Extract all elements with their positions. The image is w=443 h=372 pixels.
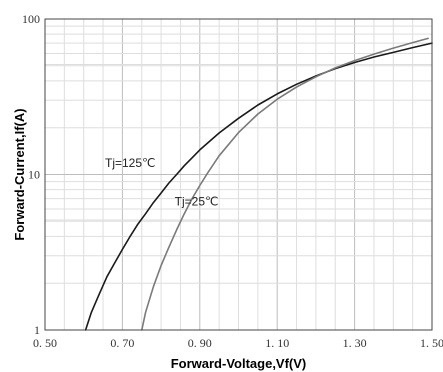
x-tick-labels: 0. 50 0. 70 0. 90 1. 10 1. 30 1. 50 (33, 336, 443, 350)
y-axis-title: Forward-Current,If(A) (12, 108, 27, 240)
x-axis-title: Forward-Voltage,Vf(V) (171, 356, 307, 371)
x-tick-label: 0. 50 (33, 336, 57, 350)
y-tick-labels: 1 10 100 (22, 12, 40, 337)
series-layer (84, 37, 433, 331)
x-tick-label: 1. 10 (265, 336, 289, 350)
x-tick-label: 0. 70 (110, 336, 134, 350)
annotations: Tj=125℃ Tj=25℃ (105, 156, 218, 209)
x-tick-label: 0. 90 (188, 336, 212, 350)
series-annotation-tj25: Tj=25℃ (175, 195, 219, 209)
x-tick-label: 1. 30 (343, 336, 367, 350)
x-tick-label: 1. 50 (420, 336, 443, 350)
y-tick-label: 100 (22, 12, 40, 26)
y-tick-label: 10 (28, 168, 40, 182)
series-line-tj125 (84, 42, 433, 331)
y-tick-label: 1 (34, 323, 40, 337)
plot-frame (44, 18, 433, 331)
series-line-tj25 (141, 37, 429, 331)
series-annotation-tj125: Tj=125℃ (105, 156, 156, 170)
grid (44, 19, 433, 331)
